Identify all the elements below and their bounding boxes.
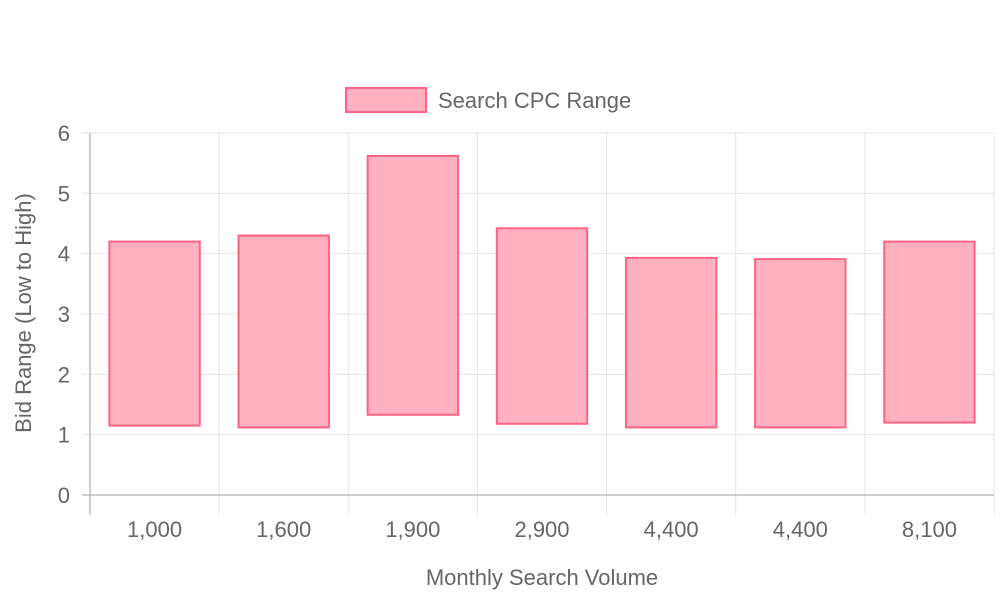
range-bar[interactable] [108,240,201,427]
legend[interactable]: Search CPC Range [345,87,631,113]
y-axis-title: Bid Range (Low to High) [11,193,36,433]
axes [82,133,994,515]
x-tick-label: 2,900 [514,517,569,542]
y-tick-label: 6 [58,121,70,146]
x-axis-title: Monthly Search Volume [426,565,658,590]
range-bar[interactable] [366,154,460,416]
range-bar[interactable] [624,256,718,429]
range-bar[interactable] [883,240,976,424]
y-tick-label: 5 [58,181,70,206]
legend-swatch [345,87,427,113]
y-tick-label: 1 [58,423,70,448]
y-tick-label: 0 [58,483,70,508]
range-bar[interactable] [495,227,589,425]
y-tick-label: 2 [58,362,70,387]
legend-label: Search CPC Range [438,88,631,113]
x-tick-label: 4,400 [773,517,828,542]
y-tick-label: 4 [58,242,70,267]
y-tick-label: 3 [58,302,70,327]
x-tick-label: 8,100 [902,517,957,542]
tick-labels: 0 1 2 3 4 5 6 1,000 1,600 1,900 2,900 4,400 4,400 8,1… [58,121,957,542]
x-tick-label: 4,400 [644,517,699,542]
bars [108,154,976,429]
range-bar[interactable] [754,258,847,429]
x-tick-label: 1,600 [256,517,311,542]
x-tick-label: 1,900 [385,517,440,542]
range-bar[interactable] [237,234,330,429]
x-tick-label: 1,000 [127,517,182,542]
